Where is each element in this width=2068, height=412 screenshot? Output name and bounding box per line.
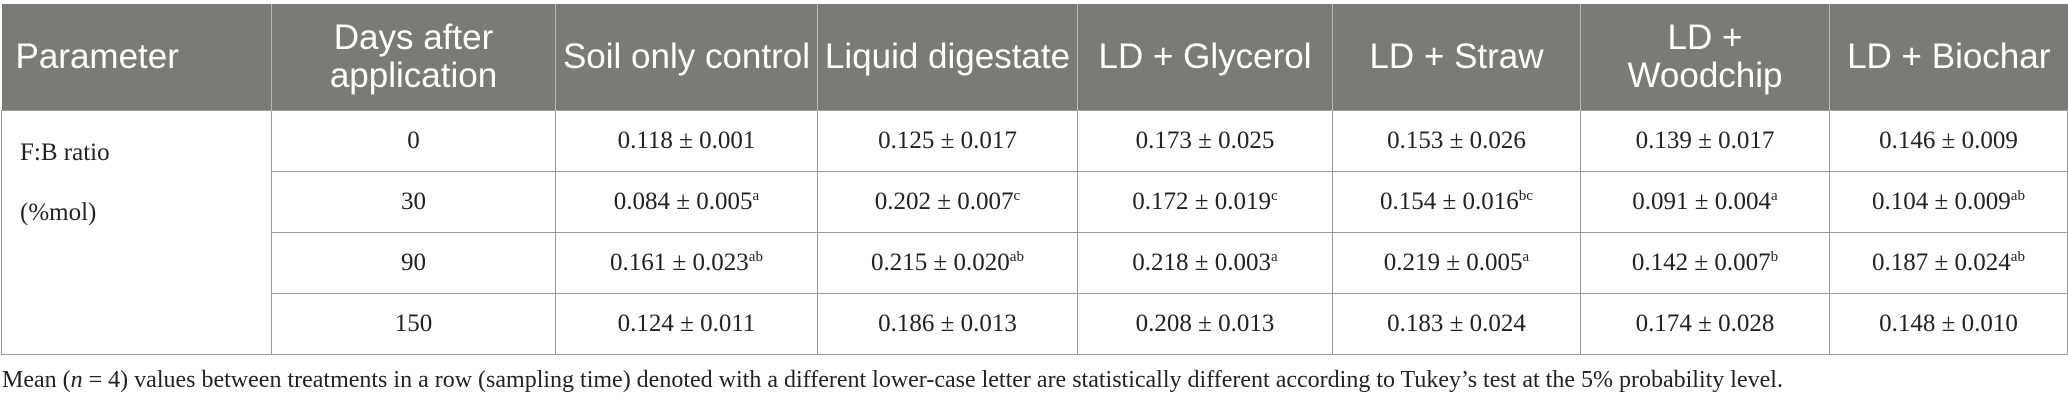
significance-letter: a bbox=[752, 188, 760, 204]
parameter-cell: F:B ratio (%mol) bbox=[1, 110, 272, 355]
header-ld-glycerol: LD + Glycerol bbox=[1077, 4, 1333, 111]
value-cell: 0.187 ± 0.024ab bbox=[1829, 232, 2068, 294]
footnote-prefix: Mean ( bbox=[2, 367, 71, 393]
days-cell: 0 bbox=[271, 110, 556, 172]
data-table: Parameter Days after application Soil on… bbox=[1, 4, 2068, 355]
value-cell: 0.139 ± 0.017 bbox=[1580, 110, 1830, 172]
value-cell: 0.215 ± 0.020ab bbox=[817, 232, 1078, 294]
parameter-unit: (%mol) bbox=[20, 199, 97, 226]
value-cell: 0.172 ± 0.019c bbox=[1077, 171, 1333, 233]
header-ld-straw: LD + Straw bbox=[1332, 4, 1581, 111]
significance-letter: ab bbox=[2010, 188, 2025, 204]
value-text: 0.172 ± 0.019 bbox=[1132, 188, 1272, 215]
value-cell: 0.218 ± 0.003a bbox=[1077, 232, 1333, 294]
value-cell: 0.118 ± 0.001 bbox=[555, 110, 818, 172]
footnote-text: = 4) values between treatments in a row … bbox=[82, 367, 1783, 393]
significance-letter: ab bbox=[2010, 249, 2025, 265]
value-cell: 0.104 ± 0.009ab bbox=[1829, 171, 2068, 233]
value-text: 0.219 ± 0.005 bbox=[1383, 249, 1523, 276]
table-body: F:B ratio (%mol) 0 0.118 ± 0.001 0.125 ± 0.0… bbox=[1, 110, 2068, 355]
value-cell: 0.174 ± 0.028 bbox=[1580, 293, 1830, 355]
header-ld-biochar: LD + Biochar bbox=[1829, 4, 2068, 111]
table-row: 90 0.161 ± 0.023ab 0.215 ± 0.020ab 0.218 ± … bbox=[2, 232, 2068, 294]
header-ld-woodchip: LD + Woodchip bbox=[1580, 4, 1830, 111]
table-header: Parameter Days after application Soil on… bbox=[1, 4, 2068, 111]
value-text: 0.124 ± 0.011 bbox=[617, 310, 756, 337]
table-container: Parameter Days after application Soil on… bbox=[0, 4, 2068, 394]
days-cell: 30 bbox=[271, 171, 556, 233]
value-text: 0.202 ± 0.007 bbox=[874, 188, 1014, 215]
table-row: 30 0.084 ± 0.005a 0.202 ± 0.007c 0.172 ± 0.… bbox=[2, 171, 2068, 233]
value-text: 0.218 ± 0.003 bbox=[1132, 249, 1272, 276]
days-cell: 150 bbox=[271, 293, 556, 355]
value-text: 0.215 ± 0.020 bbox=[871, 249, 1010, 276]
value-cell: 0.091 ± 0.004a bbox=[1580, 171, 1830, 233]
value-text: 0.084 ± 0.005 bbox=[613, 188, 753, 215]
significance-letter: a bbox=[1271, 249, 1278, 265]
value-text: 0.142 ± 0.007 bbox=[1631, 249, 1771, 276]
value-cell: 0.183 ± 0.024 bbox=[1332, 293, 1581, 355]
value-cell: 0.154 ± 0.016bc bbox=[1332, 171, 1581, 233]
value-cell: 0.219 ± 0.005a bbox=[1332, 232, 1581, 294]
header-row: Parameter Days after application Soil on… bbox=[1, 4, 2068, 111]
value-cell: 0.124 ± 0.011 bbox=[555, 293, 818, 355]
value-text: 0.146 ± 0.009 bbox=[1879, 127, 2018, 154]
value-text: 0.091 ± 0.004 bbox=[1632, 188, 1772, 215]
significance-letter: ab bbox=[1009, 249, 1024, 265]
significance-letter: bc bbox=[1518, 188, 1533, 204]
value-text: 0.161 ± 0.023 bbox=[610, 249, 749, 276]
value-text: 0.118 ± 0.001 bbox=[617, 127, 756, 154]
parameter-name: F:B ratio bbox=[20, 139, 110, 166]
header-liquid-digestate: Liquid digestate bbox=[817, 4, 1078, 111]
value-cell: 0.153 ± 0.026 bbox=[1332, 110, 1581, 172]
value-text: 0.153 ± 0.026 bbox=[1387, 127, 1526, 154]
value-cell: 0.125 ± 0.017 bbox=[817, 110, 1078, 172]
significance-letter: c bbox=[1271, 188, 1278, 204]
value-text: 0.104 ± 0.009 bbox=[1872, 188, 2011, 215]
table-footnote: Mean (n = 4) values between treatments i… bbox=[2, 367, 2068, 394]
value-text: 0.186 ± 0.013 bbox=[878, 310, 1017, 337]
value-cell: 0.142 ± 0.007b bbox=[1580, 232, 1830, 294]
significance-letter: c bbox=[1013, 188, 1021, 204]
value-cell: 0.173 ± 0.025 bbox=[1077, 110, 1333, 172]
header-parameter: Parameter bbox=[1, 4, 272, 111]
significance-letter: a bbox=[1522, 249, 1530, 265]
significance-letter: b bbox=[1770, 249, 1779, 265]
value-text: 0.183 ± 0.024 bbox=[1387, 310, 1526, 337]
value-cell: 0.084 ± 0.005a bbox=[555, 171, 818, 233]
value-text: 0.148 ± 0.010 bbox=[1879, 310, 2018, 337]
value-cell: 0.148 ± 0.010 bbox=[1829, 293, 2068, 355]
value-text: 0.125 ± 0.017 bbox=[878, 127, 1017, 154]
header-days: Days after application bbox=[271, 4, 556, 111]
days-cell: 90 bbox=[271, 232, 556, 294]
value-cell: 0.186 ± 0.013 bbox=[817, 293, 1078, 355]
value-text: 0.173 ± 0.025 bbox=[1135, 127, 1275, 154]
value-cell: 0.208 ± 0.013 bbox=[1077, 293, 1333, 355]
value-text: 0.139 ± 0.017 bbox=[1635, 127, 1775, 154]
value-cell: 0.146 ± 0.009 bbox=[1829, 110, 2068, 172]
table-row: F:B ratio (%mol) 0 0.118 ± 0.001 0.125 ± 0.0… bbox=[1, 110, 2068, 355]
value-cell: 0.161 ± 0.023ab bbox=[555, 232, 818, 294]
significance-letter: ab bbox=[748, 249, 763, 265]
header-soil-only-control: Soil only control bbox=[555, 4, 818, 111]
value-text: 0.187 ± 0.024 bbox=[1872, 249, 2011, 276]
value-text: 0.208 ± 0.013 bbox=[1135, 310, 1275, 337]
value-cell: 0.202 ± 0.007c bbox=[817, 171, 1078, 233]
table-row: 150 0.124 ± 0.011 0.186 ± 0.013 0.208 ± 0.0… bbox=[2, 293, 2068, 355]
value-text: 0.174 ± 0.028 bbox=[1635, 310, 1775, 337]
value-text: 0.154 ± 0.016 bbox=[1380, 188, 1519, 215]
footnote-n-symbol: n bbox=[70, 367, 83, 393]
significance-letter: a bbox=[1771, 188, 1778, 204]
